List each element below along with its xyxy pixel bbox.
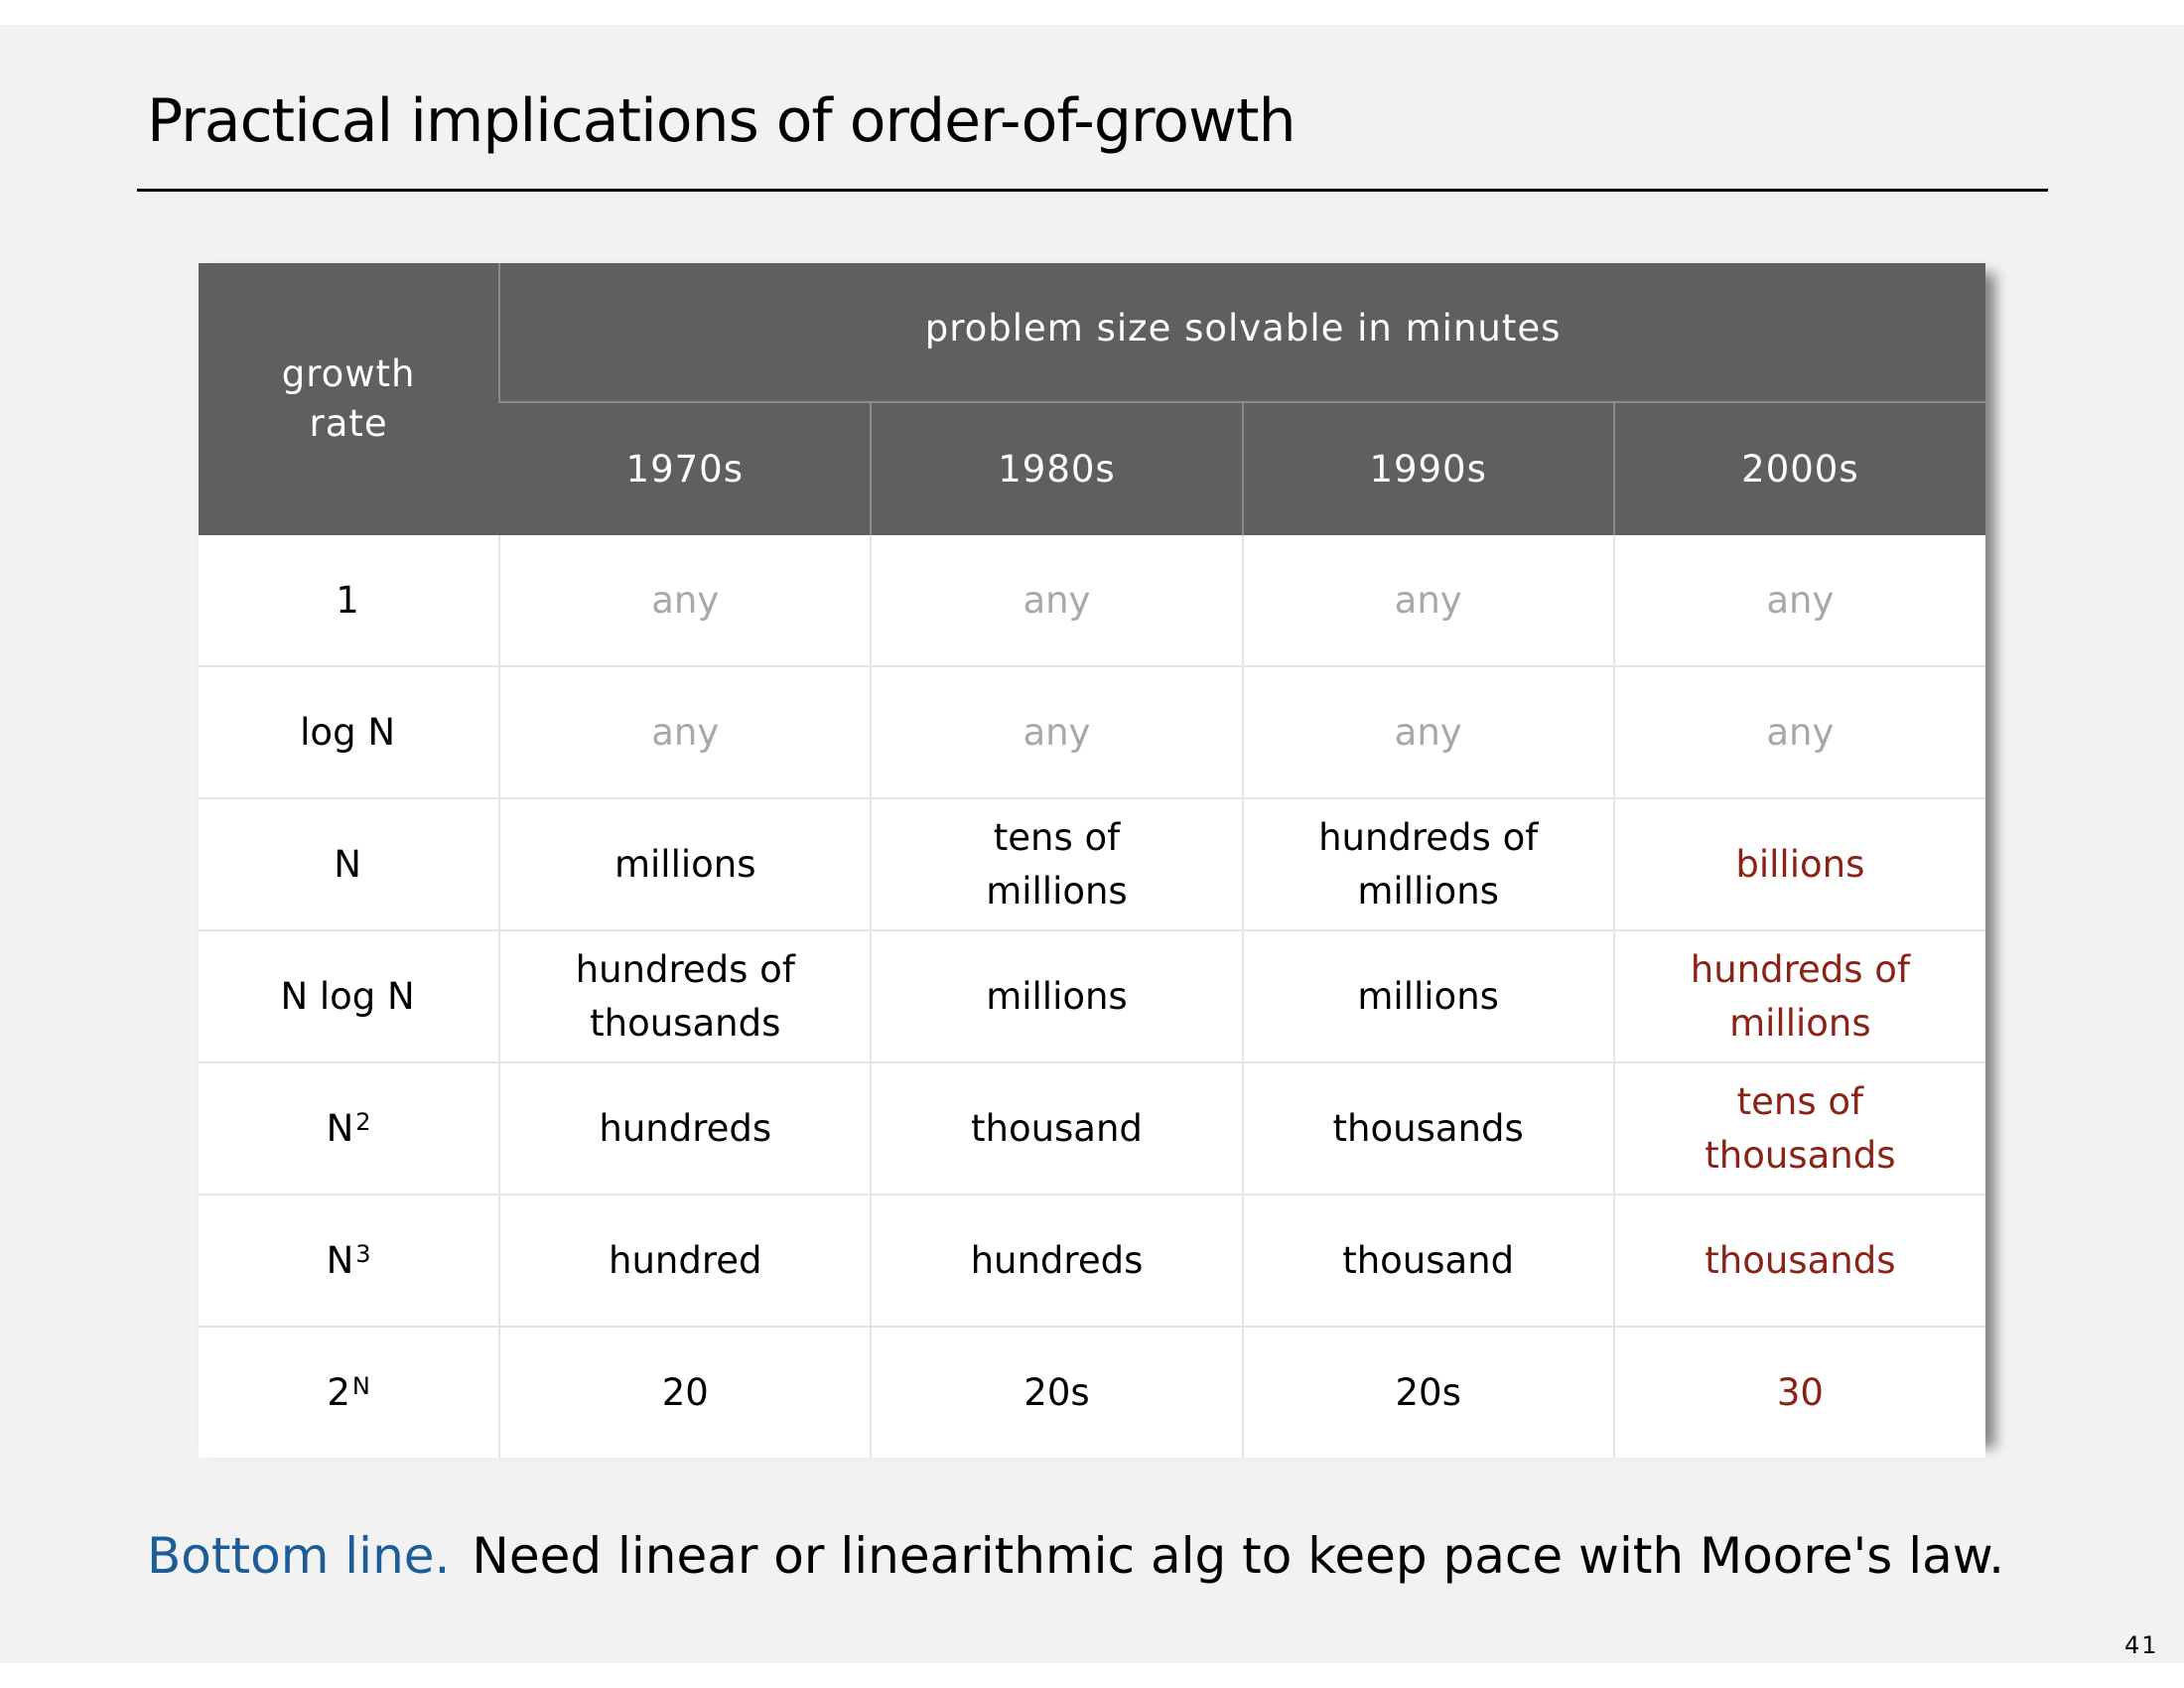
group-header: problem size solvable in minutes [498, 263, 1985, 402]
table-row: log N any any any any [199, 665, 1985, 798]
table-cell: hundred [498, 1194, 872, 1327]
corner-header: growth rate [199, 263, 500, 535]
table-cell: hundreds of millions [1241, 797, 1614, 930]
growth-rate-label: 2N [199, 1326, 500, 1458]
table-cell: 30 [1612, 1326, 1985, 1458]
growth-rate-label: 1 [199, 535, 500, 666]
decade-header: 1990s [1241, 401, 1614, 535]
table-cell: 20 [498, 1326, 872, 1458]
table-cell: thousand [870, 1061, 1243, 1195]
table-cell: any [498, 535, 872, 666]
table-cell: any [1612, 535, 1985, 666]
table-row: N log N hundreds of thousands millions m… [199, 929, 1985, 1062]
table-row: N millions tens of millions hundreds of … [199, 797, 1985, 930]
slide-title: Practical implications of order-of-growt… [147, 86, 1297, 156]
title-divider [137, 189, 2048, 192]
table-cell: 20s [870, 1326, 1243, 1458]
table-cell: hundreds [870, 1194, 1243, 1327]
table-cell: hundreds [498, 1061, 872, 1195]
table-cell: thousands [1241, 1061, 1614, 1195]
table-row: 2N 20 20s 20s 30 [199, 1326, 1985, 1458]
growth-rate-label: N log N [199, 929, 500, 1062]
table-cell: tens of thousands [1612, 1061, 1985, 1195]
table-cell: any [498, 665, 872, 798]
growth-rate-label: N2 [199, 1061, 500, 1195]
table-cell: hundreds of thousands [498, 929, 872, 1062]
table-cell: any [1612, 665, 1985, 798]
decade-header: 2000s [1612, 401, 1985, 535]
growth-rate-label: N [199, 797, 500, 930]
page-number: 41 [2124, 1631, 2159, 1659]
growth-rate-label: N3 [199, 1194, 500, 1327]
table-cell: thousand [1241, 1194, 1614, 1327]
table-cell: tens of millions [870, 797, 1243, 930]
table-cell: 20s [1241, 1326, 1614, 1458]
table-cell: millions [1241, 929, 1614, 1062]
table-cell: any [1241, 665, 1614, 798]
growth-rate-table: growth rate problem size solvable in min… [199, 263, 1985, 1458]
decade-header: 1980s [870, 401, 1243, 535]
table-row: 1 any any any any [199, 535, 1985, 666]
table-cell: thousands [1612, 1194, 1985, 1327]
table-cell: millions [870, 929, 1243, 1062]
growth-rate-label: log N [199, 665, 500, 798]
table-cell: millions [498, 797, 872, 930]
decade-header: 1970s [499, 401, 872, 535]
table-cell: hundreds of millions [1612, 929, 1985, 1062]
table-row: N2 hundreds thousand thousands tens of t… [199, 1061, 1985, 1195]
table-cell: any [870, 665, 1243, 798]
table-cell: any [870, 535, 1243, 666]
bottom-line-statement: Bottom line. Need linear or linearithmic … [147, 1527, 2004, 1585]
growth-table-container: growth rate problem size solvable in min… [199, 263, 1985, 1458]
table-row: N3 hundred hundreds thousand thousands [199, 1194, 1985, 1327]
table-cell: billions [1612, 797, 1985, 930]
table-cell: any [1241, 535, 1614, 666]
slide: Practical implications of order-of-growt… [0, 25, 2184, 1663]
bottom-line-lead: Bottom line. [147, 1527, 451, 1585]
bottom-line-text: Need linear or linearithmic alg to keep … [472, 1527, 2004, 1585]
